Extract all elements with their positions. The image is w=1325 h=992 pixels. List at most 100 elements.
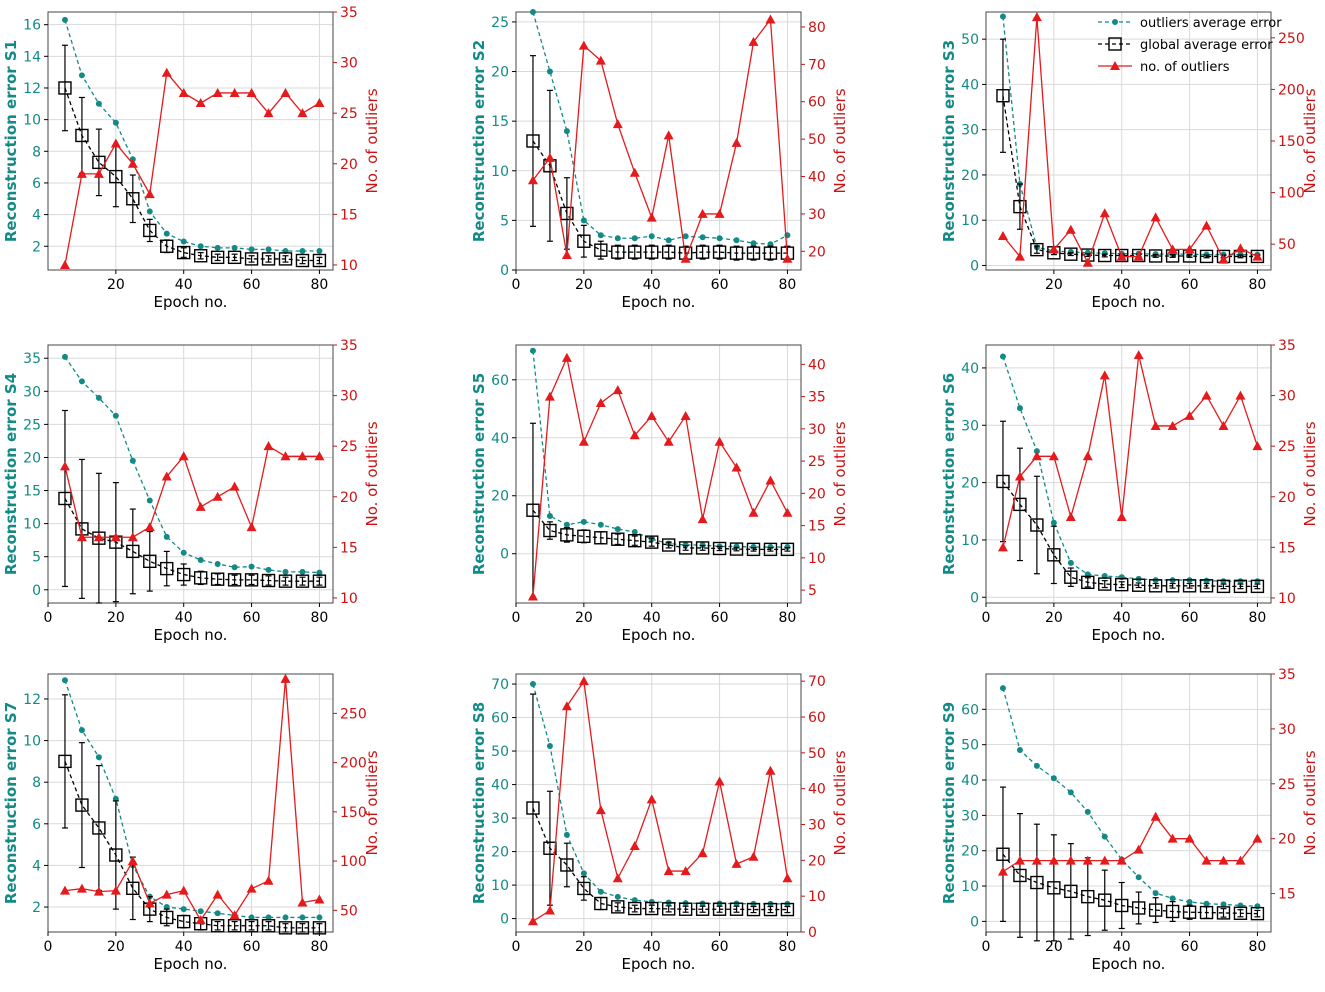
y2-tick-label: 60 xyxy=(808,710,826,726)
y-tick-label: 20 xyxy=(23,450,41,466)
outliers-error-point xyxy=(580,217,587,224)
outliers-count-point xyxy=(697,514,708,524)
outliers-count-point xyxy=(1048,451,1059,461)
outliers-error-point xyxy=(299,914,306,921)
x-tick-label: 20 xyxy=(1045,277,1063,293)
outliers-count-point xyxy=(93,168,104,178)
outliers-error-point xyxy=(648,233,655,240)
outliers-count-point xyxy=(1082,855,1093,865)
global-error-line xyxy=(1002,95,1258,258)
y2-tick-label: 20 xyxy=(1278,490,1296,506)
outliers-count-point xyxy=(1133,844,1144,854)
y-tick-label: 30 xyxy=(491,811,509,827)
global-error-point xyxy=(1250,249,1265,264)
grid xyxy=(47,345,333,603)
y2-tick-label: 35 xyxy=(1278,338,1296,354)
outliers-count-point xyxy=(1235,390,1246,400)
outliers-error-point xyxy=(1203,577,1210,584)
y2-axis-label: No. of outliers xyxy=(363,421,381,526)
plot-frame xyxy=(47,673,334,933)
outliers-count-point xyxy=(1065,512,1076,521)
y2-tick-label: 10 xyxy=(808,551,826,567)
y2-axis-label: No. of outliers xyxy=(363,750,381,855)
outliers-count-point xyxy=(1065,224,1076,234)
y-tick-label: 60 xyxy=(961,702,979,718)
global-error-point xyxy=(628,245,642,259)
global-error-point xyxy=(1013,497,1027,512)
global-error-point xyxy=(763,542,778,557)
outliers-count-point xyxy=(110,885,121,895)
outliers-error-point xyxy=(265,246,272,253)
x-tick-label: 80 xyxy=(311,939,329,955)
outliers-error-point xyxy=(61,677,68,684)
outliers-error-point xyxy=(316,569,323,576)
outliers-error-point xyxy=(1152,890,1159,897)
series-no-of-outliers xyxy=(59,67,325,269)
outliers-count-point xyxy=(297,108,308,118)
legend-label: outliers average error xyxy=(1140,16,1282,31)
y2-tick-label: 25 xyxy=(1278,777,1296,793)
y2-tick-label: 10 xyxy=(1278,591,1296,607)
global-error-point xyxy=(261,573,276,588)
x-tick-label: 60 xyxy=(1181,610,1199,626)
y-tick-label: 30 xyxy=(961,123,979,139)
y2-tick-label: 0 xyxy=(808,925,817,941)
outliers-error-point xyxy=(716,235,723,242)
y-tick-label: 50 xyxy=(961,32,979,48)
outliers-error-point xyxy=(163,533,170,540)
outliers-count-point xyxy=(1218,855,1229,865)
series-global-average-error xyxy=(58,44,327,268)
outliers-count-point xyxy=(731,462,742,472)
global-error-point xyxy=(126,544,140,559)
y2-tick-label: 10 xyxy=(340,591,358,607)
y-axis-label: Reconstruction error S5 xyxy=(470,373,488,575)
y2-tick-label: 200 xyxy=(1278,82,1305,98)
outliers-error-point xyxy=(999,353,1006,360)
y-tick-label: 20 xyxy=(961,476,979,492)
outliers-error-point xyxy=(1254,578,1261,585)
x-axis-label: Epoch no. xyxy=(622,626,696,644)
outliers-count-point xyxy=(144,898,155,908)
global-error-point xyxy=(109,848,123,862)
x-tick-label: 20 xyxy=(107,610,125,626)
chart-s4: 0 20 40 60 80 0 5 10 15 20 25 30 35 10 15 20 25 30 35 Epoch… xyxy=(2,338,381,644)
plot-frame xyxy=(515,344,802,604)
global-error-point xyxy=(1148,249,1163,263)
global-error-point xyxy=(661,538,676,552)
y-tick-label: 50 xyxy=(961,738,979,754)
global-error-point xyxy=(278,574,293,588)
y2-axis-label: No. of outliers xyxy=(363,88,381,193)
outliers-count-point xyxy=(1167,420,1178,430)
global-error-point xyxy=(58,491,72,506)
x-tick-label: 40 xyxy=(643,610,661,626)
outliers-count-point xyxy=(612,385,623,395)
legend-swatch-marker xyxy=(1112,19,1118,25)
global-error-point xyxy=(278,921,293,935)
outliers-count-point xyxy=(229,481,240,491)
outliers-error-line xyxy=(532,683,788,905)
outliers-count-point xyxy=(280,87,291,97)
outliers-count-point xyxy=(765,14,776,24)
y-tick-label: 40 xyxy=(491,778,509,794)
outliers-error-point xyxy=(1016,405,1023,412)
x-tick-label: 60 xyxy=(1181,277,1199,293)
outliers-error-point xyxy=(95,754,102,761)
global-error-point xyxy=(628,901,642,916)
y-tick-label: 5 xyxy=(500,213,509,229)
global-error-point xyxy=(1030,242,1044,257)
y-tick-label: 10 xyxy=(491,164,509,180)
outliers-count-point xyxy=(1150,420,1161,430)
y2-tick-label: 15 xyxy=(340,207,358,223)
global-error-point xyxy=(678,902,693,916)
outliers-error-line xyxy=(64,680,320,919)
global-error-point xyxy=(126,192,140,206)
outliers-error-point xyxy=(529,9,536,15)
outliers-count-point xyxy=(1184,410,1195,420)
x-tick-label: 40 xyxy=(1113,939,1131,955)
outliers-count-point xyxy=(1116,855,1127,865)
global-error-point xyxy=(193,249,208,263)
global-error-point xyxy=(594,531,608,545)
global-error-point xyxy=(261,252,276,266)
outliers-count-point xyxy=(314,894,325,904)
x-tick-label: 60 xyxy=(711,939,729,955)
